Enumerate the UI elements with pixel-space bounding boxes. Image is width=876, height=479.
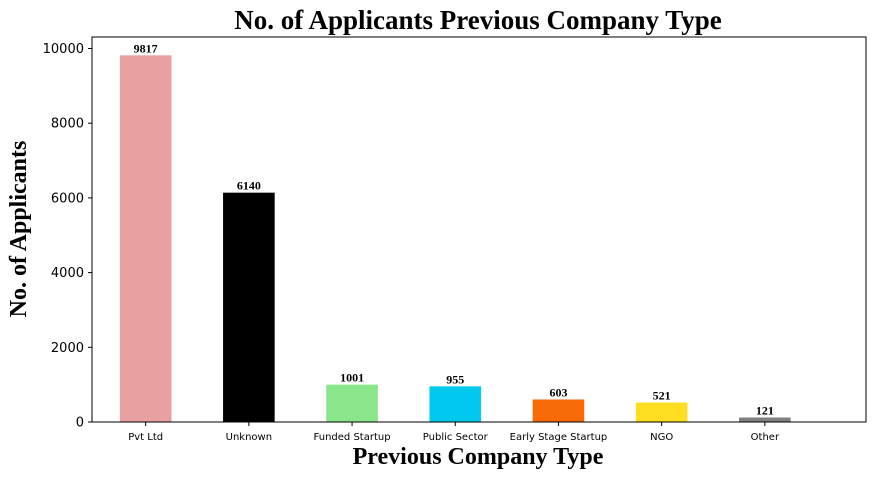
y-tick-label-2000: 2000 [51,341,84,356]
chart-title: No. of Applicants Previous Company Type [234,5,722,35]
data-label-ngo: 521 [653,389,671,403]
y-tick-label-10000: 10000 [43,42,84,57]
bar-pvt-ltd [119,55,172,422]
bars-group [119,55,791,422]
data-label-unknown: 6140 [237,179,261,193]
y-tick-label-4000: 4000 [51,266,84,281]
x-axis-label: Previous Company Type [353,444,604,470]
x-tick-label-other: Other [751,432,780,443]
bar-funded-startup [326,384,378,422]
data-label-funded-startup: 1001 [340,371,364,385]
bar-public-sector [429,386,482,422]
x-tick-label-early-stage-startup: Early Stage Startup [510,432,608,443]
y-axis: 0 2000 4000 6000 8000 10000 [43,42,92,431]
data-label-early-stage-startup: 603 [549,385,567,399]
x-axis: Pvt Ltd Unknown Funded Startup Public Secto… [128,422,780,443]
bar-unknown [223,192,275,422]
bar-early-stage-startup [532,399,585,422]
x-tick-label-pvt-ltd: Pvt Ltd [128,432,163,443]
bar-other [739,417,791,422]
bar-ngo [635,402,688,422]
data-labels-group: 9817 6140 1001 955 603 521 121 [134,41,774,417]
x-tick-label-funded-startup: Funded Startup [314,432,391,443]
x-tick-label-public-sector: Public Sector [423,432,489,443]
y-tick-label-8000: 8000 [51,117,84,132]
plot-frame [91,36,867,423]
x-tick-label-ngo: NGO [650,432,673,443]
data-label-other: 121 [756,403,774,417]
x-tick-label-unknown: Unknown [226,432,272,443]
data-label-pvt-ltd: 9817 [134,41,158,55]
data-label-public-sector: 955 [446,372,464,386]
y-tick-label-0: 0 [76,416,84,431]
y-tick-label-6000: 6000 [51,191,84,206]
y-axis-label: No. of Applicants [6,141,32,318]
